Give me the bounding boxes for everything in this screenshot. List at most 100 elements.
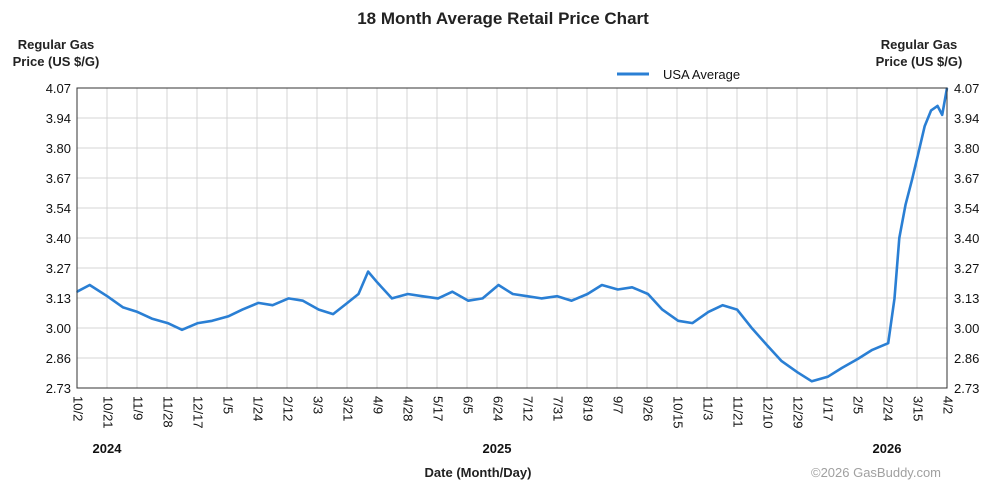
data-point [481, 297, 484, 300]
data-point [898, 237, 901, 239]
data-point [556, 295, 559, 298]
x-tick-label: 4/2 [941, 396, 956, 414]
series-layer [76, 87, 949, 383]
data-point [766, 344, 769, 347]
data-point [166, 322, 169, 324]
y-tick-label-left: 3.80 [46, 141, 71, 156]
data-point [181, 329, 183, 331]
y-tick-labels: 4.07 4.07 3.94 3.94 3.80 3.80 3.67 3.67 3.54 3.54… [46, 81, 980, 396]
x-tick-label: 11/3 [701, 396, 716, 420]
y-tick-label-left: 3.67 [46, 171, 71, 186]
data-point [661, 308, 664, 311]
y-tick-label-right: 2.86 [954, 351, 979, 366]
x-tick-label: 2/24 [881, 396, 896, 421]
y-tick-label-left: 3.00 [46, 321, 71, 336]
x-tick-label: 2/5 [851, 396, 866, 414]
x-tick-label: 11/21 [731, 396, 746, 428]
grid [76, 87, 948, 389]
legend-label-usa-average: USA Average [663, 67, 740, 82]
data-point [211, 320, 213, 322]
y-tick-label-left: 3.94 [46, 111, 71, 126]
x-tick-label: 11/9 [131, 396, 146, 420]
x-tick-label: 4/9 [371, 396, 386, 414]
data-point [721, 304, 724, 307]
data-point [923, 125, 926, 127]
y-tick-label-right: 3.94 [954, 111, 979, 126]
x-tick-label: 1/24 [251, 396, 266, 421]
data-point [887, 342, 889, 345]
data-point [227, 315, 229, 318]
x-tick-label: 7/12 [521, 396, 536, 421]
y-tick-label-left: 2.73 [46, 381, 71, 396]
y-axis-left-title-line1: Regular Gas [18, 37, 95, 52]
x-tick-label: 12/10 [761, 396, 776, 429]
data-point [367, 270, 369, 273]
data-point [857, 358, 859, 360]
x-tick-label: 5/17 [431, 396, 446, 421]
y-tick-label-right: 3.00 [954, 321, 979, 336]
data-point [391, 297, 393, 300]
y-axis-right-title-line2: Price (US $/G) [876, 54, 963, 69]
data-point [601, 284, 603, 286]
x-tick-label: 4/28 [401, 396, 416, 421]
data-point [346, 302, 349, 304]
data-point [526, 295, 528, 298]
data-point [318, 308, 320, 311]
x-axis-title: Date (Month/Day) [425, 465, 532, 480]
x-tick-labels: 10/2 10/21 11/9 11/28 12/17 1/5 1/24 2/12 3/3 3/2… [71, 396, 956, 429]
data-point [904, 203, 907, 206]
y-axis-left-title-line2: Price (US $/G) [13, 54, 100, 69]
data-point [917, 152, 920, 154]
x-tick-label: 12/29 [791, 396, 806, 429]
x-tick-label: 6/24 [491, 396, 506, 421]
data-point [811, 380, 813, 383]
x-tick-label: 8/19 [581, 396, 596, 421]
data-point [197, 322, 199, 324]
data-point [106, 295, 108, 298]
data-point [941, 114, 943, 116]
x-tick-label: 3/21 [341, 396, 356, 421]
data-point [88, 284, 91, 286]
data-point [287, 297, 290, 300]
x-tick-label: 1/17 [821, 396, 836, 421]
data-point [122, 306, 124, 309]
data-point [540, 297, 543, 300]
data-point [241, 308, 244, 311]
year-label: 2026 [873, 441, 902, 456]
data-point [467, 299, 470, 302]
data-point [930, 109, 932, 112]
data-point [421, 295, 423, 298]
y-tick-label-right: 3.13 [954, 291, 979, 306]
data-point [780, 360, 783, 362]
x-tick-label: 7/31 [551, 396, 566, 421]
y-tick-label-left: 2.86 [46, 351, 71, 366]
series-line-usa-average [76, 87, 949, 383]
x-tick-label: 10/2 [71, 396, 86, 421]
x-tick-label: 2/12 [281, 396, 296, 421]
x-tick-label: 11/28 [161, 396, 176, 428]
data-point [357, 293, 360, 295]
data-point [332, 313, 334, 315]
y-tick-label-left: 3.13 [46, 291, 71, 306]
data-point [586, 293, 589, 295]
data-point [257, 302, 260, 304]
data-point [871, 349, 873, 351]
y-tick-label-left: 3.27 [46, 261, 71, 276]
data-point [271, 304, 274, 307]
y-axis-right-title-line1: Regular Gas [881, 37, 958, 52]
data-point [376, 282, 379, 284]
x-tick-label: 9/7 [611, 396, 626, 414]
y-tick-label-right: 4.07 [954, 81, 979, 96]
data-point [407, 293, 409, 295]
data-point [631, 286, 633, 289]
x-tick-label: 3/3 [311, 396, 326, 414]
data-point [893, 297, 896, 300]
data-point [570, 299, 573, 302]
data-point [647, 293, 649, 295]
data-point [617, 288, 619, 291]
y-tick-label-left: 3.54 [46, 201, 71, 216]
data-point [451, 290, 454, 293]
credit-text: ©2026 GasBuddy.com [811, 465, 941, 480]
year-label: 2024 [93, 441, 123, 456]
